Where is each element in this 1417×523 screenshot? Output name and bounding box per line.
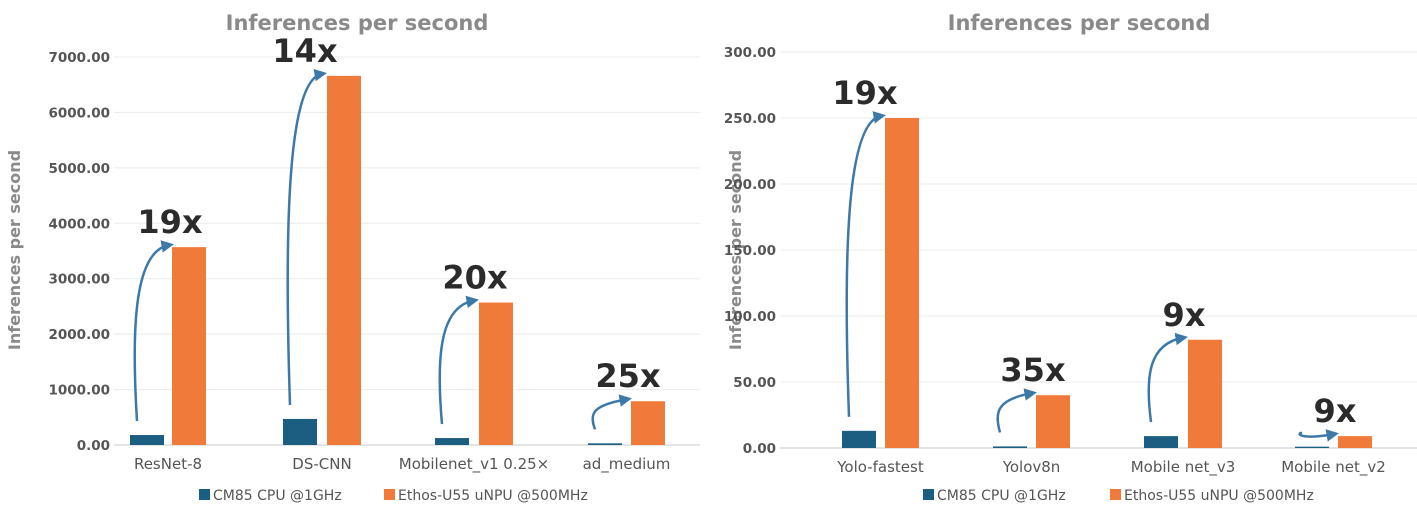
legend-swatch-cpu — [923, 489, 934, 500]
speedup-arrow — [438, 295, 479, 425]
bar-cpu — [1144, 436, 1178, 448]
y-tick-label: 0.00 — [743, 441, 776, 457]
y-tick-label: 100.00 — [724, 309, 776, 325]
y-axis-label: Inferences per second — [5, 150, 24, 350]
bar-cpu — [588, 443, 622, 445]
y-tick-label: 50.00 — [733, 375, 776, 391]
legend-swatch-npu — [384, 489, 395, 500]
chart-left: Inferences per second Inferences per sec… — [5, 11, 700, 504]
bar-cpu — [435, 438, 469, 445]
y-tick-label: 4000.00 — [49, 216, 111, 232]
y-axis-label: Inferences per second — [726, 150, 745, 350]
bar-npu — [327, 75, 361, 446]
x-tick-label: ad_medium — [583, 455, 671, 474]
bar-cpu — [993, 446, 1027, 448]
speedup-label: 19x — [832, 74, 898, 112]
legend-label-cpu: CM85 CPU @1GHz — [937, 488, 1066, 504]
speedup-arrow — [1147, 332, 1188, 423]
y-tick-label: 200.00 — [724, 177, 776, 193]
y-tick-label: 3000.00 — [49, 272, 111, 288]
y-tick-label: 0.00 — [77, 438, 110, 454]
bar-npu — [1036, 395, 1070, 448]
y-tick-label: 1000.00 — [49, 383, 111, 399]
x-tick-label: Yolo-fastest — [836, 458, 924, 476]
legend-label-npu: Ethos-U55 uNPU @500MHz — [398, 488, 588, 504]
bar-cpu — [1295, 446, 1329, 448]
speedup-label: 35x — [1000, 351, 1066, 389]
bar-cpu — [283, 418, 317, 445]
bar-cpu — [842, 430, 876, 448]
bar-npu — [1188, 339, 1222, 448]
y-tick-label: 7000.00 — [49, 50, 111, 66]
speedup-arrow — [845, 111, 886, 417]
chart-right: Inferences per second Inferences per sec… — [724, 11, 1417, 504]
speedup-arrow — [286, 69, 327, 405]
bar-npu — [1338, 436, 1372, 448]
chart-title: Inferences per second — [948, 11, 1211, 35]
chart-left-panel: Inferences per second Inferences per sec… — [0, 0, 700, 523]
x-tick-label: Mobilenet_v1 0.25× — [399, 455, 549, 474]
bar-npu — [885, 118, 919, 448]
speedup-arrow — [996, 388, 1037, 433]
speedup-arrow — [133, 240, 174, 422]
bar-npu — [631, 401, 665, 445]
chart-title: Inferences per second — [226, 11, 489, 35]
speedup-label: 14x — [272, 32, 338, 70]
speedup-label: 19x — [137, 203, 203, 241]
y-tick-label: 300.00 — [724, 45, 776, 61]
chart-right-panel: Inferences per second Inferences per sec… — [717, 0, 1417, 523]
x-tick-label: Mobile net_v2 — [1281, 458, 1386, 477]
y-tick-label: 2000.00 — [49, 327, 111, 343]
legend-label-npu: Ethos-U55 uNPU @500MHz — [1124, 488, 1314, 504]
x-tick-label: ResNet-8 — [134, 455, 202, 473]
y-tick-label: 150.00 — [724, 243, 776, 259]
x-tick-label: DS-CNN — [292, 455, 351, 473]
legend-swatch-cpu — [199, 489, 210, 500]
x-tick-label: Yolov8n — [1002, 458, 1061, 476]
bar-npu — [479, 302, 513, 445]
x-tick-label: Mobile net_v3 — [1131, 458, 1236, 477]
y-tick-label: 6000.00 — [49, 105, 111, 121]
speedup-label: 20x — [442, 259, 508, 297]
speedup-label: 25x — [595, 357, 661, 395]
legend-label-cpu: CM85 CPU @1GHz — [213, 488, 342, 504]
bar-npu — [172, 247, 206, 445]
speedup-label: 9x — [1163, 296, 1206, 334]
speedup-label: 9x — [1314, 392, 1357, 430]
speedup-arrow — [591, 394, 632, 430]
bar-cpu — [130, 435, 164, 445]
speedup-arrow — [1298, 429, 1339, 442]
y-tick-label: 5000.00 — [49, 161, 111, 177]
y-tick-label: 250.00 — [724, 111, 776, 127]
legend-swatch-npu — [1110, 489, 1121, 500]
